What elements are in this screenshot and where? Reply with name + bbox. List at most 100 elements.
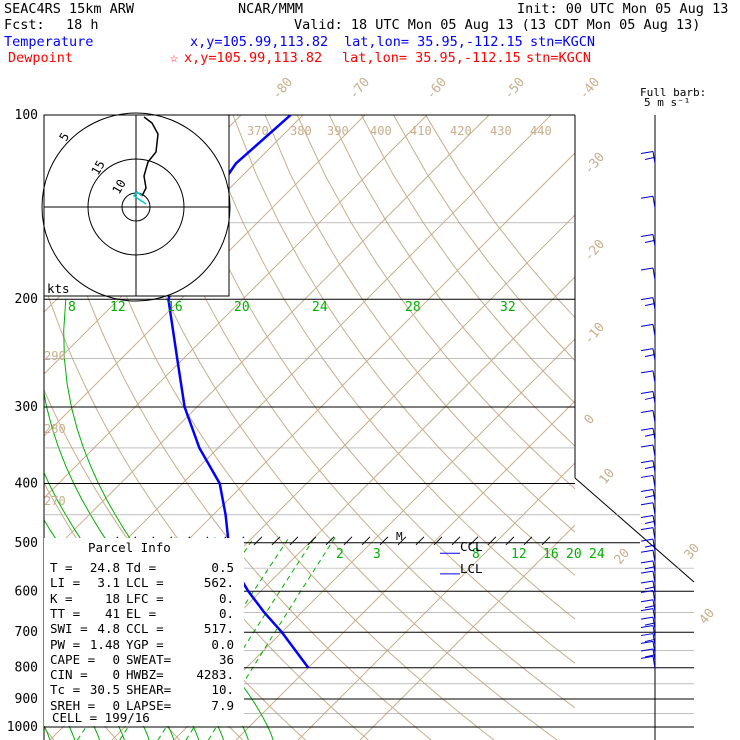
parcel-cell: 4283. — [196, 667, 234, 683]
mixing-label-lower: 8 — [472, 547, 480, 562]
wind-barb-flag — [640, 560, 654, 564]
isotherm-line — [44, 115, 304, 375]
mixing-label-upper: 16 — [167, 300, 183, 315]
wind-barb-flag — [640, 580, 654, 584]
wind-panel-units: 5 m s⁻¹ — [644, 96, 691, 109]
theta-label: 420 — [450, 124, 472, 138]
mixing-label-lower: 24 — [589, 547, 605, 562]
wind-barb-flag — [640, 624, 654, 628]
wind-barb-flag — [640, 297, 654, 301]
hodograph-units: kts — [47, 281, 70, 296]
plot-diagonal-edge — [574, 477, 695, 583]
theta-label: 370 — [247, 124, 269, 138]
isotherm-line — [297, 462, 575, 740]
mixing-label-upper: 24 — [312, 300, 328, 315]
header: SEAC4RS 15km ARW NCAR/MMM Init: 00 UTC M… — [0, 0, 740, 70]
parcel-row: CAPE = 0 SWEAT= 36 — [50, 652, 240, 667]
freezing-hatch — [487, 536, 497, 546]
isotherm-line — [44, 115, 366, 437]
wind-barb-flag — [640, 616, 654, 620]
freezing-hatch — [523, 536, 533, 546]
pressure-label-800: 800 — [15, 661, 38, 676]
theta-label: 410 — [410, 124, 432, 138]
wind-barb — [652, 608, 656, 621]
freezing-hatch — [271, 536, 281, 546]
parcel-cell: 0 — [112, 651, 120, 667]
wind-barb-flag — [640, 488, 654, 492]
hodograph-ring-label: 10 — [109, 177, 128, 197]
wind-barb-half — [644, 622, 655, 626]
wind-barb-half — [644, 639, 655, 643]
freezing-hatch — [397, 536, 407, 546]
isotherm-line — [235, 400, 575, 740]
parcel-cell: 1.48 — [89, 636, 120, 652]
parcel-info-panel: Parcel Info T = 24.8 Td = 0.5 LI = 3.1 LCL = 56… — [44, 538, 244, 726]
pressure-label-100: 100 — [15, 108, 38, 123]
parcel-cell: 3.1 — [97, 575, 120, 591]
ccl-label: CCL — [460, 539, 483, 554]
parcel-cell: LCL = — [126, 575, 164, 591]
wind-barb-flag — [640, 590, 654, 594]
wind-barb-flag — [640, 370, 654, 374]
parcel-cell: CCL = — [126, 621, 164, 637]
wind-barb-flag — [640, 648, 654, 652]
wind-barb-flag — [640, 538, 654, 542]
mixing-label-lower: 2 — [336, 547, 344, 562]
wind-barb — [652, 410, 656, 423]
mixing-label-upper: 20 — [234, 300, 250, 315]
m-label: M — [396, 530, 403, 543]
isotherm-label: -70 — [347, 75, 374, 103]
dry-adiabat — [72, 115, 495, 740]
freezing-hatch — [469, 536, 479, 546]
temperature-latlon: lat,lon= 35.95,-112.15 — [344, 34, 523, 50]
dewpoint-xy: x,y=105.99,113.82 — [184, 50, 323, 66]
plot-area — [44, 115, 575, 740]
wind-barb — [652, 625, 656, 638]
mixing-label-lower: 3 — [373, 547, 381, 562]
freezing-hatch — [451, 536, 461, 546]
parcel-cell: 562. — [203, 575, 234, 591]
theta-label: 390 — [327, 124, 349, 138]
wind-barb-flag — [640, 608, 654, 612]
dewpoint-stn: stn=KGCN — [526, 50, 592, 66]
wind-barb — [652, 370, 656, 383]
wind-barb-flag — [640, 599, 654, 603]
theta-label: 440 — [530, 124, 552, 138]
pressure-label-200: 200 — [15, 292, 38, 307]
center-name: NCAR/MMM — [238, 1, 304, 17]
parcel-cell: 24.8 — [89, 560, 120, 575]
wind-barb — [652, 571, 656, 584]
freezing-hatch — [541, 536, 551, 546]
isotherm-line — [359, 524, 575, 740]
freezing-hatch — [253, 536, 263, 546]
freezing-hatch — [379, 536, 389, 546]
wind-barbs — [640, 115, 656, 740]
model-name: SEAC4RS 15km ARW — [4, 1, 135, 17]
wind-barb-half — [644, 466, 655, 470]
isotherm-line — [44, 115, 490, 561]
wind-barb — [652, 527, 656, 540]
dry-adiabat — [296, 115, 575, 490]
fcst-value: 18 h — [66, 17, 99, 33]
parcel-cell: 41 — [104, 605, 120, 621]
freezing-hatch — [307, 536, 317, 546]
dry-adiabat — [360, 115, 575, 404]
dry-adiabat — [44, 131, 432, 740]
dewpoint-legend: Dewpoint — [8, 50, 74, 66]
mixing-label-lower: 12 — [511, 547, 527, 562]
parcel-cell: 0 — [112, 667, 120, 683]
dry-adiabat — [328, 115, 575, 447]
pressure-label-300: 300 — [15, 400, 38, 415]
parcel-row: T = 24.8 Td = 0.5 — [50, 560, 240, 575]
parcel-cell: SWEAT= — [126, 651, 172, 667]
fcst-label: Fcst: — [4, 17, 45, 33]
wind-barb-half — [644, 303, 655, 307]
wind-panel-title: Full barb: — [640, 86, 707, 99]
parcel-cell: 18 — [104, 590, 120, 606]
isotherm-label: -50 — [502, 75, 529, 103]
isotherm-label: 20 — [612, 546, 634, 568]
isotherm-label: -30 — [582, 150, 609, 178]
wind-barb — [652, 475, 656, 488]
